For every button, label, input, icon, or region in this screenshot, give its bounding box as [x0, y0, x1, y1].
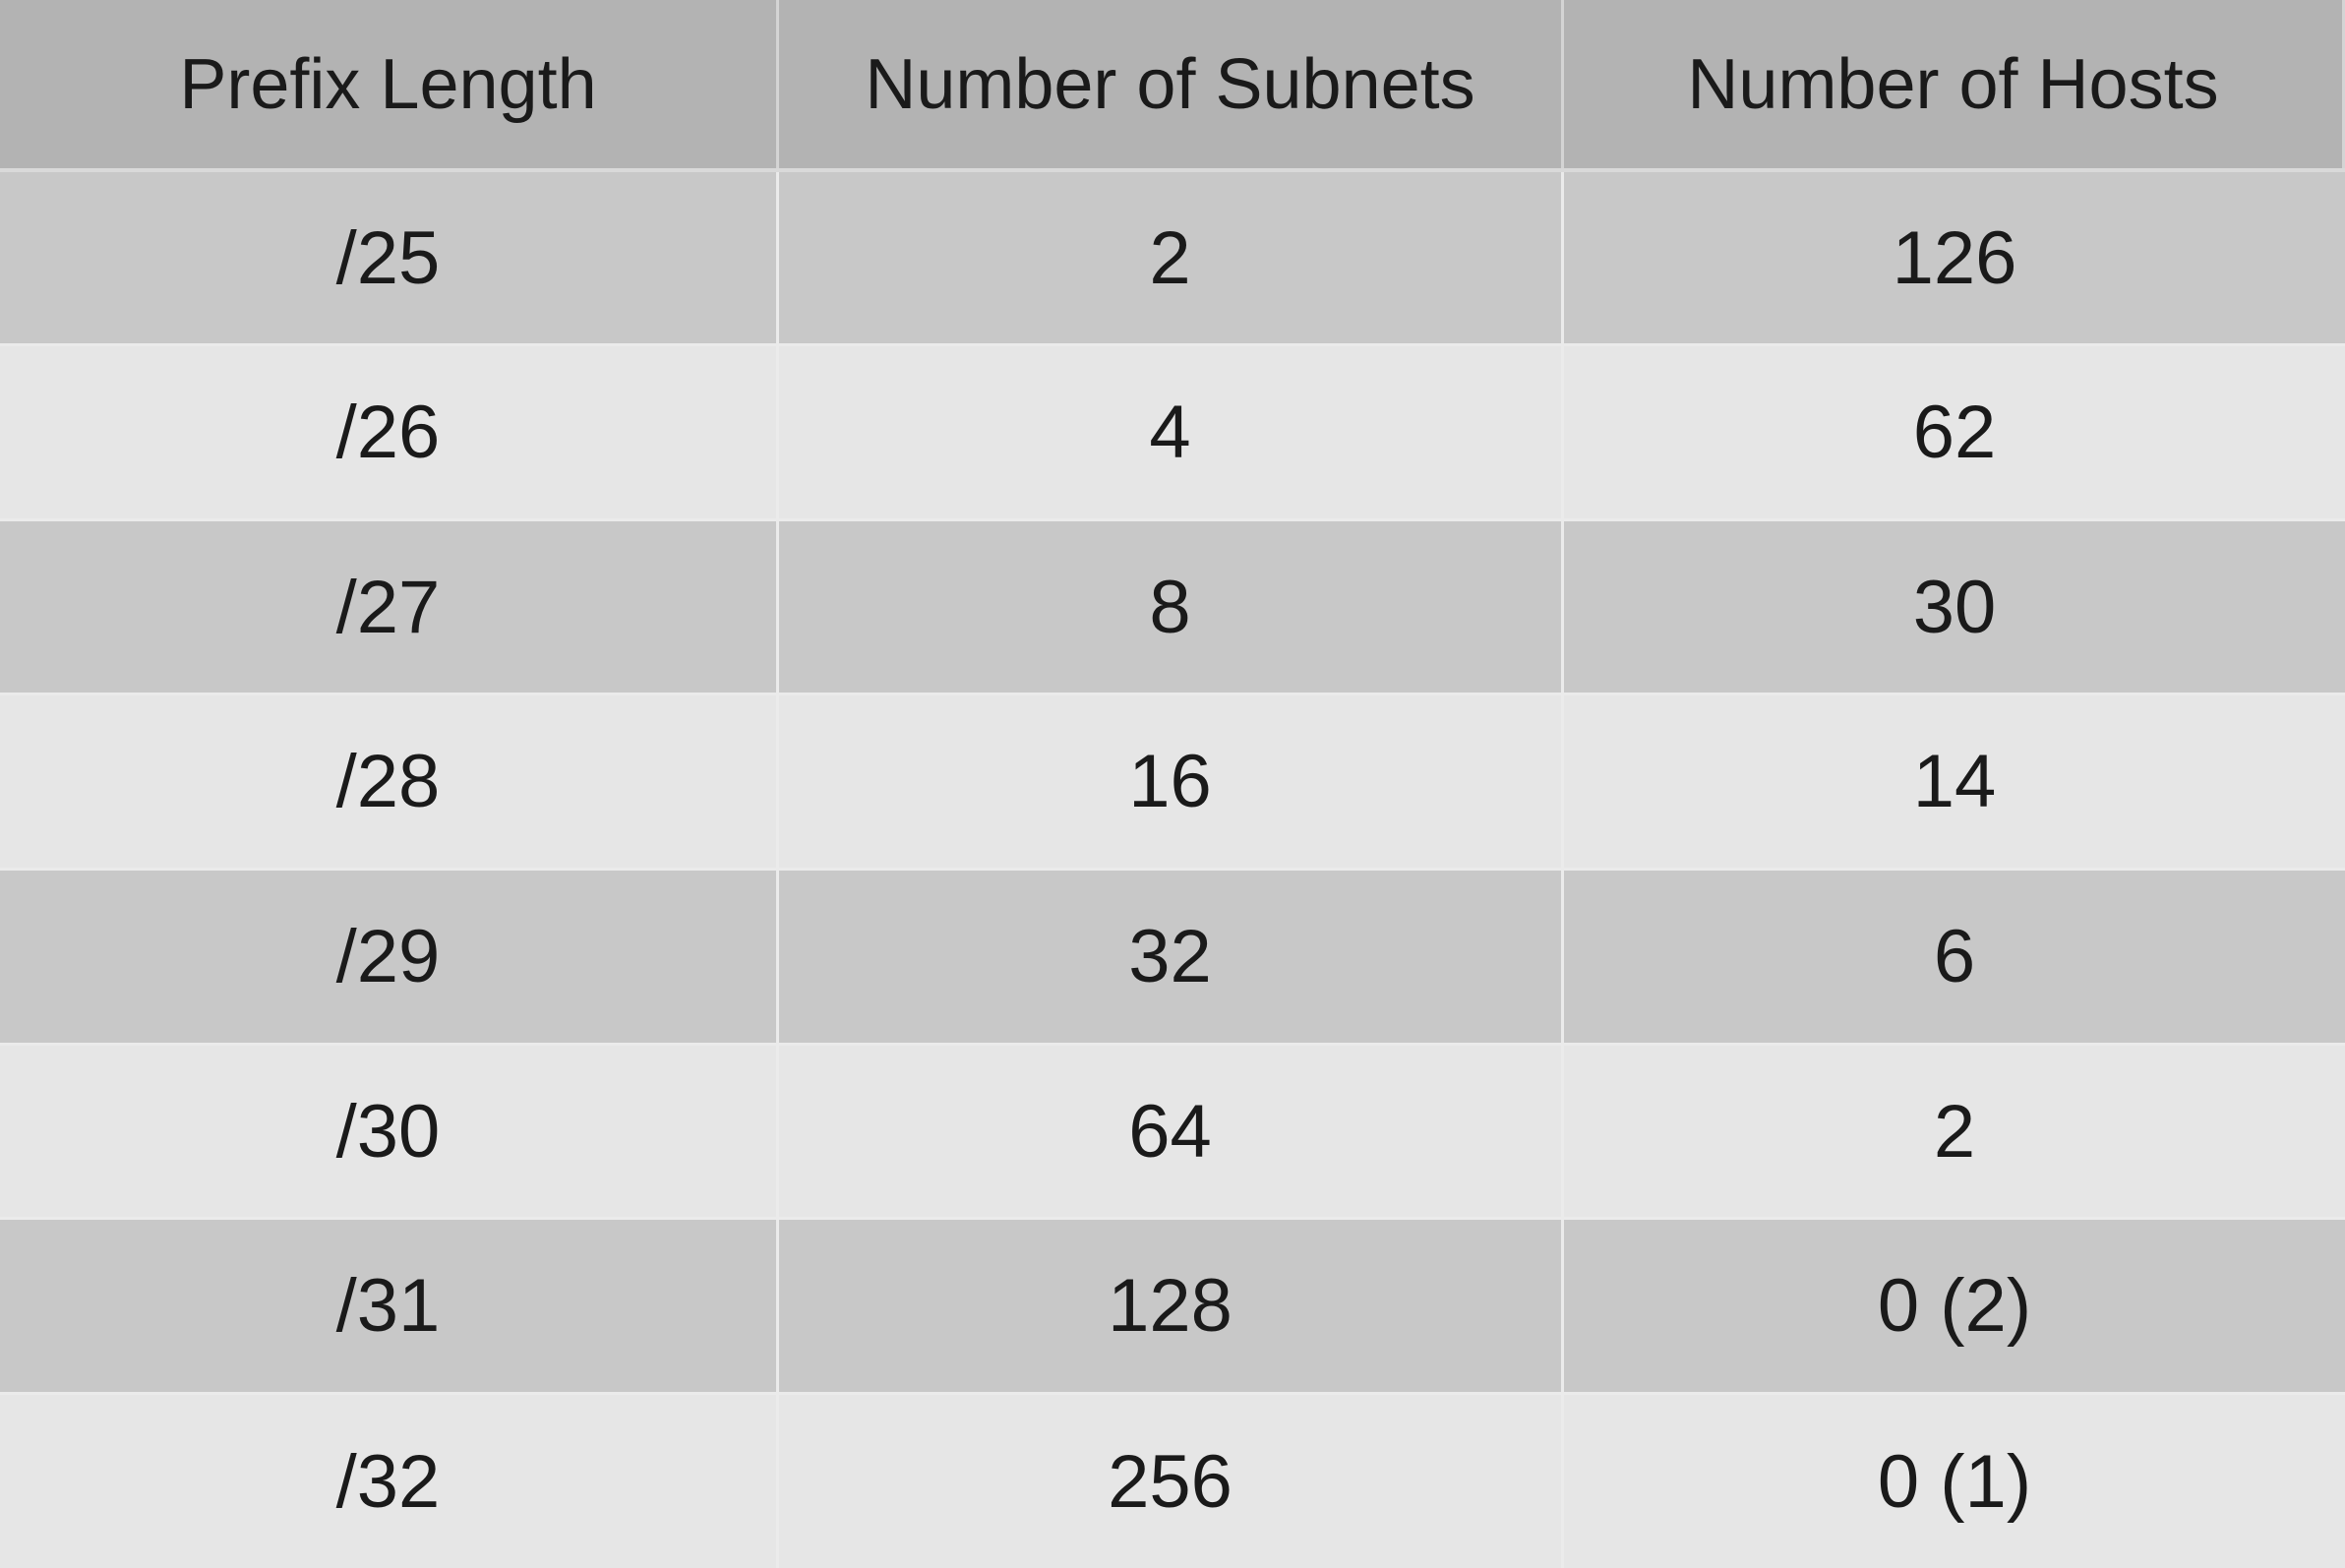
cell-hosts: 126	[1892, 215, 2017, 300]
cell-hosts: 6	[1933, 915, 1976, 998]
cell-subnets: 64	[779, 1046, 1564, 1217]
cell-hosts: 14	[1912, 740, 1997, 823]
cell-subnets: 128	[779, 1220, 1564, 1392]
cell-prefix: /29	[0, 871, 779, 1043]
cell-subnets: 256	[779, 1395, 1564, 1568]
header-number-of-subnets: Number of Subnets	[779, 0, 1564, 168]
table-row: /26 4 62	[0, 346, 2345, 521]
table-row: /29 32 6	[0, 871, 2345, 1046]
cell-prefix: /25	[0, 172, 779, 343]
cell-prefix: /28	[0, 695, 779, 868]
table-row: /31 128 0 (2)	[0, 1220, 2345, 1395]
cell-prefix: /30	[0, 1046, 779, 1217]
cell-hosts: 0 (2)	[1877, 1264, 2032, 1348]
cell-hosts: 0 (1)	[1877, 1439, 2032, 1524]
table-header-row: Prefix Length Number of Subnets Number o…	[0, 0, 2345, 172]
cell-subnets: 2	[779, 172, 1564, 343]
table-row: /30 64 2	[0, 1046, 2345, 1220]
cell-subnets: 16	[779, 695, 1564, 868]
cell-prefix: /31	[0, 1220, 779, 1392]
cell-prefix: /27	[0, 521, 779, 693]
table-row: /32 256 0 (1)	[0, 1395, 2345, 1568]
table-row: /25 2 126	[0, 172, 2345, 346]
table-row: /28 16 14	[0, 695, 2345, 871]
cell-hosts: 30	[1912, 565, 1997, 649]
cell-subnets: 8	[779, 521, 1564, 693]
table-row: /27 8 30	[0, 521, 2345, 695]
cell-hosts: 62	[1912, 391, 1997, 474]
cell-subnets: 32	[779, 871, 1564, 1043]
cell-hosts: 2	[1933, 1089, 1976, 1174]
header-prefix-length: Prefix Length	[0, 0, 779, 168]
cell-subnets: 4	[779, 346, 1564, 518]
cell-prefix: /26	[0, 346, 779, 518]
header-number-of-hosts: Number of Hosts	[1564, 0, 2345, 168]
cell-prefix: /32	[0, 1395, 779, 1568]
